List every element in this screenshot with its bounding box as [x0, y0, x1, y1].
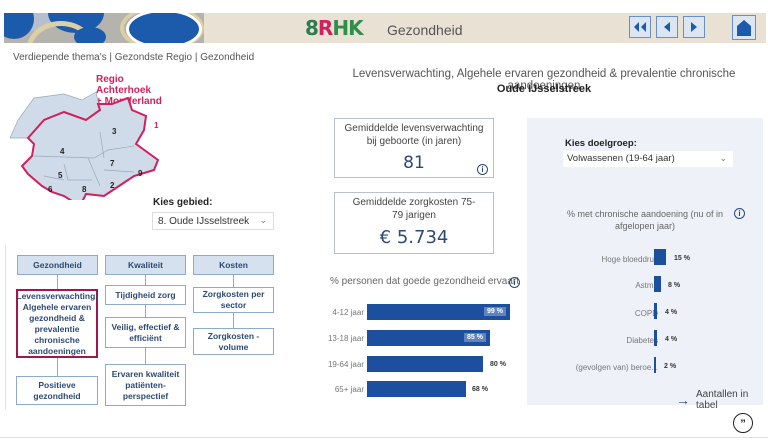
tile-positieve-gezondheid[interactable]: Positieve gezondheid — [16, 376, 98, 405]
bar-astma[interactable] — [654, 276, 661, 292]
rhk-logo: 8RHK — [305, 16, 364, 40]
chevron-down-icon: ⌄ — [259, 215, 267, 225]
bar-diabetes[interactable] — [654, 330, 657, 346]
care-costs-value: € 5.734 — [379, 227, 449, 248]
good-health-chart-title: % personen dat goede gezondheid ervaart — [330, 276, 520, 287]
double-chevron-left-icon — [634, 22, 646, 32]
life-expectancy-card: Gemiddelde levensverwachting bij geboort… — [334, 118, 494, 178]
tile-ervaren-kwaliteit[interactable]: Ervaren kwaliteit patiënten-perspectief — [105, 364, 186, 406]
divider — [0, 437, 768, 438]
svg-text:4: 4 — [60, 147, 65, 156]
svg-text:6: 6 — [48, 185, 53, 194]
bar-beroerte[interactable] — [654, 357, 656, 373]
svg-text:8: 8 — [82, 185, 87, 194]
svg-text:1: 1 — [154, 121, 159, 130]
svg-text:3: 3 — [112, 127, 117, 136]
chevron-left-icon — [664, 22, 670, 32]
bar-hoge-bloeddruk[interactable] — [654, 249, 666, 265]
info-icon[interactable]: i — [734, 208, 745, 219]
gebied-selected-value: 8. Oude IJsselstreek — [158, 216, 250, 227]
aantallen-in-tabel-link[interactable]: → Aantallen in tabel — [676, 389, 749, 411]
gebied-select[interactable]: 8. Oude IJsselstreek ⌄ — [152, 212, 274, 230]
svg-text:2: 2 — [110, 181, 115, 190]
tile-tijdigheid-zorg[interactable]: Tijdigheid zorg — [105, 285, 186, 305]
svg-text:7: 7 — [110, 159, 115, 168]
chevron-right-icon — [691, 22, 697, 32]
info-icon[interactable]: i — [509, 277, 520, 288]
previous-page-button[interactable] — [656, 16, 678, 38]
bar-4-12[interactable]: 99 % — [367, 304, 510, 320]
page-title: Levensverwachting, Algehele ervaren gezo… — [352, 68, 736, 92]
life-expectancy-value: 81 — [403, 153, 425, 173]
bar-65-plus[interactable] — [367, 381, 466, 397]
arrow-right-icon: → — [676, 392, 690, 408]
chronic-chart-title: % met chronische aandoening (nu of in af… — [566, 209, 724, 231]
page-subtitle: Oude IJsselstreek — [496, 83, 592, 95]
speech-bubble-quote-icon[interactable]: ” — [733, 413, 753, 433]
doelgroep-select[interactable]: Volwassenen (19-64 jaar) ⌄ — [563, 151, 733, 167]
tile-zorgkosten-sector[interactable]: Zorgkosten per sector — [193, 287, 274, 313]
decorative-banner-art — [4, 13, 204, 43]
divider — [5, 245, 6, 410]
bar-13-18[interactable]: 85 % — [367, 330, 490, 346]
tab-kwaliteit[interactable]: Kwaliteit — [105, 255, 186, 275]
first-page-button[interactable] — [629, 16, 651, 38]
svg-text:9: 9 — [138, 169, 143, 178]
region-map[interactable]: 1 2 3 4 5 6 7 8 9 — [4, 80, 164, 200]
tab-gezondheid[interactable]: Gezondheid — [17, 255, 98, 275]
doelgroep-selected-value: Volwassenen (19-64 jaar) — [567, 153, 675, 164]
tile-levensverwachting[interactable]: Levensverwachting, Algehele ervaren gezo… — [16, 289, 98, 358]
home-button[interactable] — [732, 15, 756, 40]
kies-gebied-label: Kies gebied: — [153, 197, 213, 208]
info-icon[interactable]: i — [477, 164, 488, 175]
tile-zorgkosten-volume[interactable]: Zorgkosten - volume — [193, 328, 274, 355]
tile-veilig-effectief[interactable]: Veilig, effectief & efficiënt — [105, 317, 186, 348]
next-page-button[interactable] — [683, 16, 705, 38]
bar-19-64[interactable] — [367, 356, 483, 372]
chevron-down-icon: ⌄ — [719, 153, 727, 163]
bar-copd[interactable] — [654, 303, 657, 319]
home-icon — [737, 19, 751, 36]
care-costs-card: Gemiddelde zorgkosten 75-79 jarigen € 5.… — [334, 192, 494, 254]
svg-text:5: 5 — [58, 171, 63, 180]
header-banner — [4, 13, 766, 43]
breadcrumb: Verdiepende thema's | Gezondste Regio | … — [13, 52, 255, 63]
header-title: Gezondheid — [387, 22, 463, 38]
kies-doelgroep-label: Kies doelgroep: — [565, 138, 637, 149]
tab-kosten[interactable]: Kosten — [193, 255, 274, 275]
